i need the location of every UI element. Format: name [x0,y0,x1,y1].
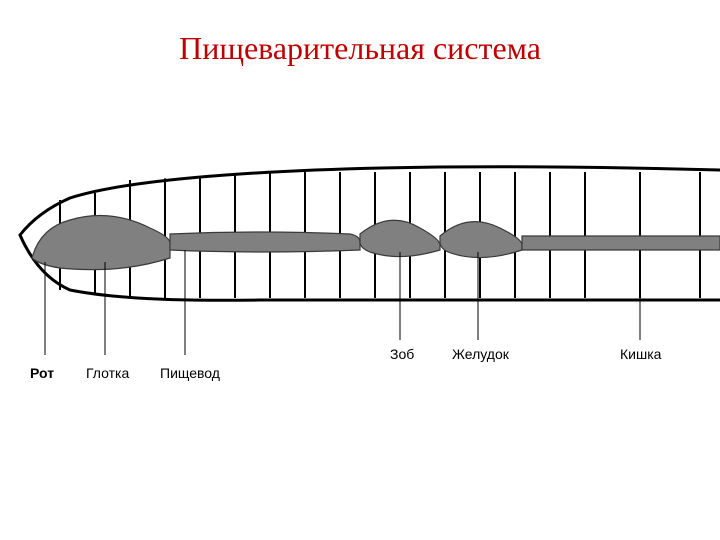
label-stomach: Желудок [452,346,509,362]
tract-esophagus [170,232,360,252]
label-mouth: Рот [30,365,54,381]
label-crop: Зоб [390,346,414,362]
label-intestine: Кишка [620,346,661,362]
tract-stomach [440,222,522,258]
page-title: Пищеварительная система [0,30,720,67]
label-pharynx: Глотка [86,365,129,381]
tract-crop [360,220,440,256]
tract-mouth-pharynx [32,216,170,270]
label-esophagus: Пищевод [160,365,220,381]
tract-intestine [522,236,720,250]
diagram-stage: Рот Глотка Пищевод Зоб Желудок Кишка [0,150,720,410]
